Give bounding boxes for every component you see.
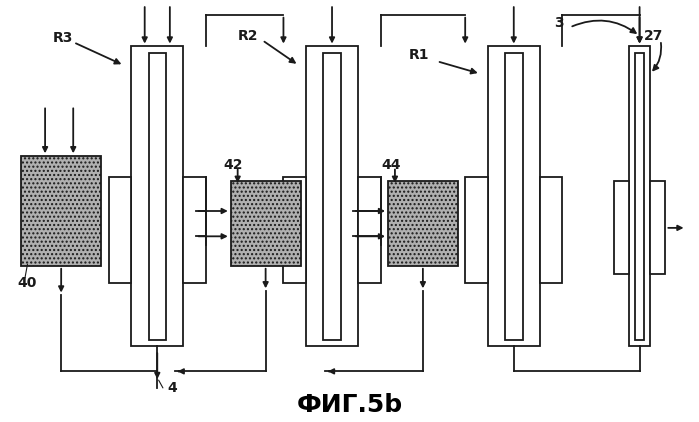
Bar — [21, 156, 101, 266]
Bar — [148, 53, 166, 340]
Text: 40: 40 — [17, 276, 37, 290]
Bar — [109, 177, 131, 283]
Bar — [284, 177, 306, 283]
Bar — [488, 46, 540, 346]
Text: 27: 27 — [644, 29, 663, 43]
Bar — [183, 177, 206, 283]
Text: 44: 44 — [381, 157, 401, 172]
Bar — [323, 53, 341, 340]
Bar — [540, 177, 562, 283]
Text: 3: 3 — [554, 16, 564, 30]
Text: R2: R2 — [238, 29, 259, 43]
Text: R3: R3 — [52, 31, 73, 45]
Text: ФИГ.5b: ФИГ.5b — [296, 393, 403, 417]
Bar — [505, 53, 523, 340]
Bar — [614, 181, 629, 274]
Bar — [306, 46, 358, 346]
Bar — [358, 177, 380, 283]
Bar — [650, 181, 665, 274]
Text: 4: 4 — [168, 381, 178, 395]
Text: R1: R1 — [409, 48, 430, 62]
Bar — [629, 46, 650, 346]
Text: 42: 42 — [224, 157, 243, 172]
Bar — [388, 181, 458, 266]
Bar — [466, 177, 488, 283]
Bar — [635, 53, 644, 340]
Bar — [231, 181, 301, 266]
Bar — [131, 46, 183, 346]
